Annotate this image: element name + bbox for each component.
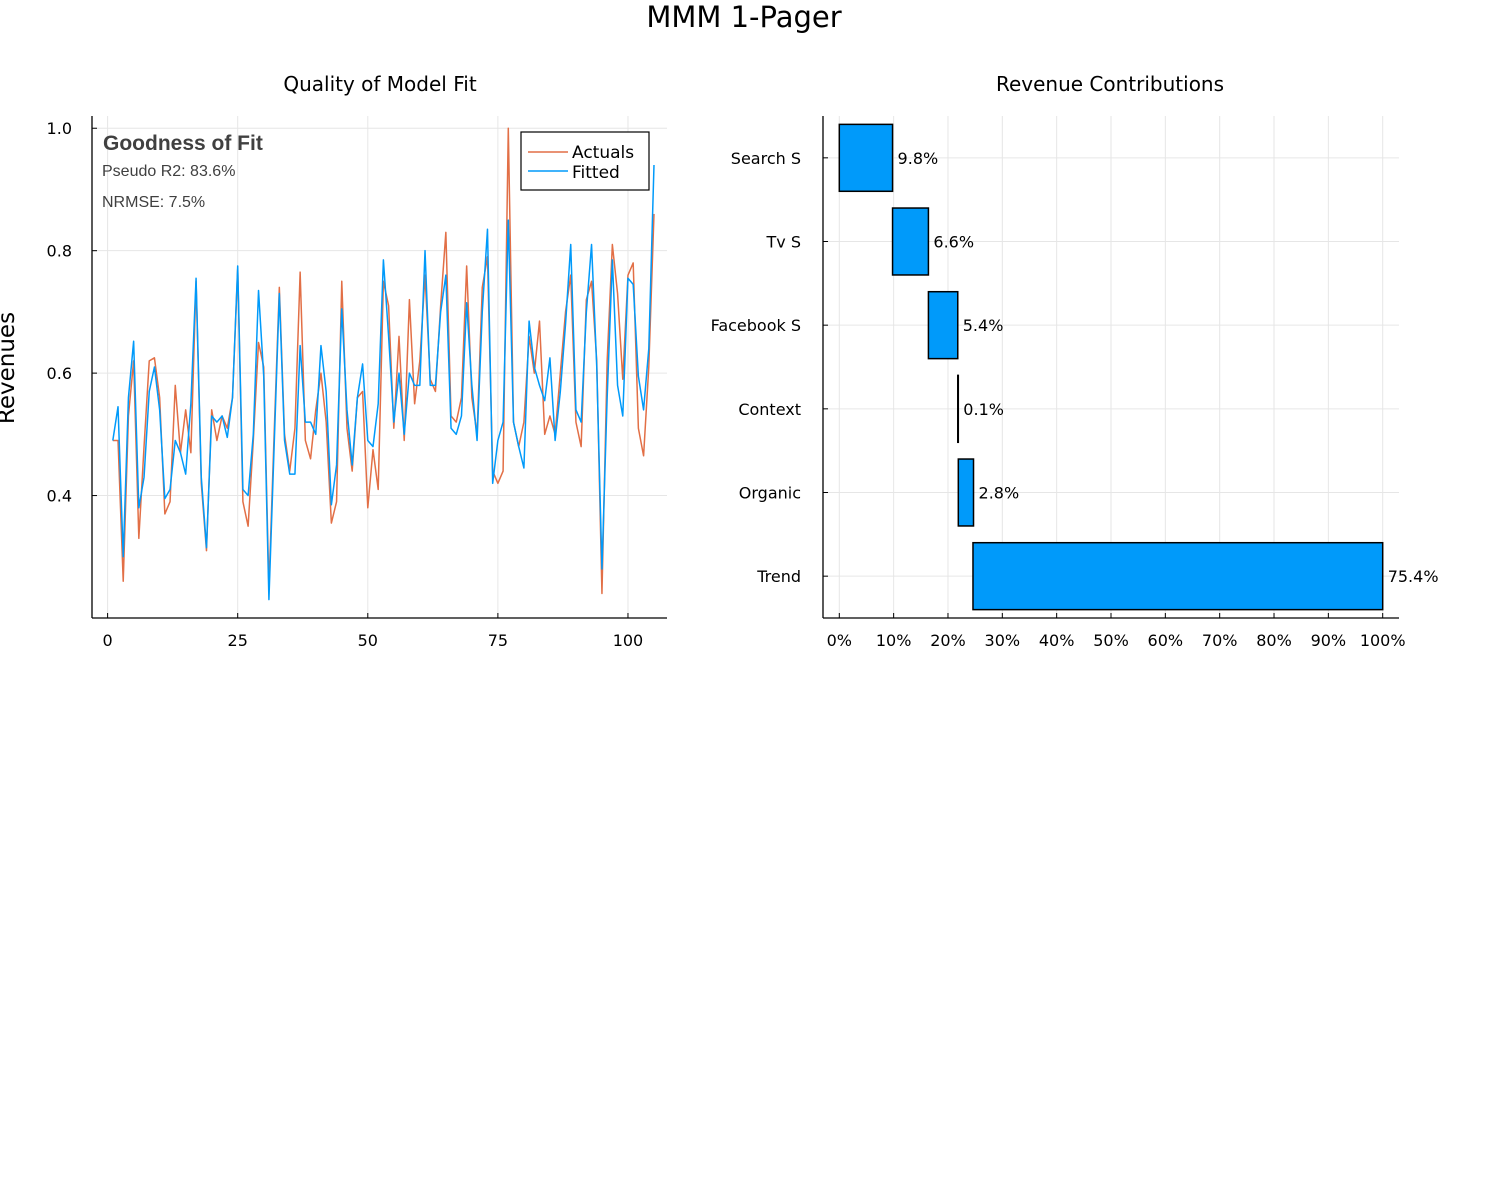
category-label: Trend (756, 567, 801, 586)
bar-data-label: 6.6% (933, 233, 974, 252)
contribution-bar (957, 458, 975, 527)
x-tick-label: 60% (1148, 631, 1184, 650)
contributions-grid (823, 116, 1399, 618)
annotation-nrmse: NRMSE: 7.5% (102, 194, 205, 211)
contributions-bars: 9.8% 6.6% 5.4% 0.1% 2.8% 75.4% (838, 123, 1439, 611)
contribution-bar (927, 290, 959, 360)
bar-data-label: 5.4% (963, 316, 1004, 335)
y-tick-label: 1.0 (47, 119, 72, 138)
x-tick-label: 30% (985, 631, 1021, 650)
series-line-fitted (112, 164, 655, 601)
x-tick-label: 40% (1039, 631, 1075, 650)
bar-data-label: 9.8% (898, 149, 939, 168)
category-label: Tv S (766, 233, 801, 252)
contribution-bar (957, 374, 960, 444)
x-tick-label: 80% (1256, 631, 1292, 650)
y-tick-label: 0.4 (47, 487, 72, 506)
x-tick-label: 10% (876, 631, 912, 650)
model-fit-grid (92, 116, 667, 618)
figure-title: MMM 1-Pager (646, 0, 841, 34)
contributions-ticks: 0% 10% 20% 30% 40% 50% 60% 70% 80% 90% 100% Search … (711, 149, 1406, 650)
x-tick-label: 100 (613, 631, 644, 650)
bar-data-label: 2.8% (979, 484, 1020, 503)
model-fit-lines (112, 127, 655, 601)
y-axis-label: Revenues (0, 312, 20, 424)
y-tick-label: 0.8 (47, 242, 72, 261)
x-tick-label: 70% (1202, 631, 1238, 650)
contributions-axes (822, 116, 1399, 619)
legend-label-actuals: Actuals (572, 143, 634, 163)
x-tick-label: 25 (228, 631, 248, 650)
x-tick-label: 20% (930, 631, 966, 650)
x-tick-label: 100% (1360, 631, 1406, 650)
legend-label-fitted: Fitted (572, 163, 620, 183)
y-tick-label: 0.6 (47, 364, 72, 383)
contribution-bar (891, 207, 930, 276)
model-fit-axes (91, 116, 667, 619)
bar-data-label: 75.4% (1388, 567, 1439, 586)
revenue-contributions-title: Revenue Contributions (996, 72, 1224, 96)
model-fit-ticks: 0 25 50 75 100 0.4 0.6 0.8 1.0 (47, 119, 644, 650)
x-tick-label: 0% (827, 631, 852, 650)
x-tick-label: 90% (1311, 631, 1347, 650)
annotation-heading: Goodness of Fit (103, 132, 263, 155)
category-label: Context (738, 400, 801, 419)
x-tick-label: 75 (488, 631, 508, 650)
category-label: Organic (739, 484, 801, 503)
model-fit-title: Quality of Model Fit (283, 72, 476, 96)
category-label: Search S (731, 149, 801, 168)
x-tick-label: 50% (1093, 631, 1129, 650)
contribution-bar (972, 541, 1384, 611)
bar-data-label: 0.1% (963, 400, 1004, 419)
category-label: Facebook S (711, 316, 801, 335)
model-fit-chart: Quality of Model Fit Revenues 0 25 50 75 100… (0, 72, 667, 650)
x-tick-label: 0 (103, 631, 113, 650)
annotation-pseudo-r2: Pseudo R2: 83.6% (102, 163, 235, 180)
contribution-bar (838, 123, 894, 193)
legend: Actuals Fitted (520, 131, 650, 191)
legend-box (520, 131, 650, 191)
revenue-contributions-chart: Revenue Contributions 9.8% 6.6% 5.4% 0.1% 2.… (711, 72, 1439, 650)
x-tick-label: 50 (358, 631, 378, 650)
